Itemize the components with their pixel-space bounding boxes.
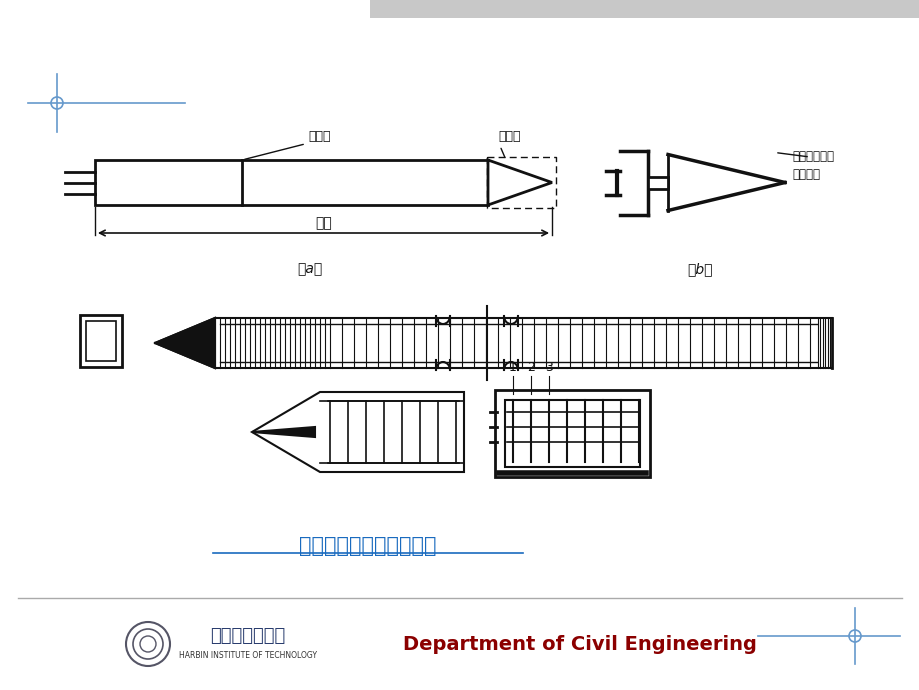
Text: Department of Civil Engineering: Department of Civil Engineering [403, 635, 756, 653]
Polygon shape [487, 160, 551, 205]
Text: 3: 3 [544, 361, 552, 374]
Text: 哈尔滨工业大学: 哈尔滨工业大学 [210, 627, 285, 645]
Text: 桩长: 桩长 [315, 216, 332, 230]
Bar [505, 400, 640, 467]
Bar [494, 390, 650, 477]
Text: （b）: （b） [686, 262, 712, 276]
Bar [95, 160, 487, 205]
Text: 1: 1 [508, 361, 516, 374]
Bar [80, 315, 122, 367]
Text: 虚体积: 虚体积 [498, 130, 521, 157]
Text: 钢筋混凝土预制桩配筋图: 钢筋混凝土预制桩配筋图 [299, 536, 437, 556]
Bar [647, 177, 667, 188]
Text: 桩靴，由钢板
焊接而成: 桩靴，由钢板 焊接而成 [791, 150, 834, 181]
Text: HARBIN INSTITUTE OF TECHNOLOGY: HARBIN INSTITUTE OF TECHNOLOGY [179, 651, 317, 660]
Text: （a）: （a） [297, 262, 323, 276]
Text: 2: 2 [527, 361, 534, 374]
Text: 桩接头: 桩接头 [244, 130, 331, 159]
Polygon shape [252, 427, 314, 437]
Polygon shape [154, 318, 215, 368]
Bar [369, 0, 919, 18]
Bar [85, 321, 116, 361]
Polygon shape [252, 392, 463, 472]
